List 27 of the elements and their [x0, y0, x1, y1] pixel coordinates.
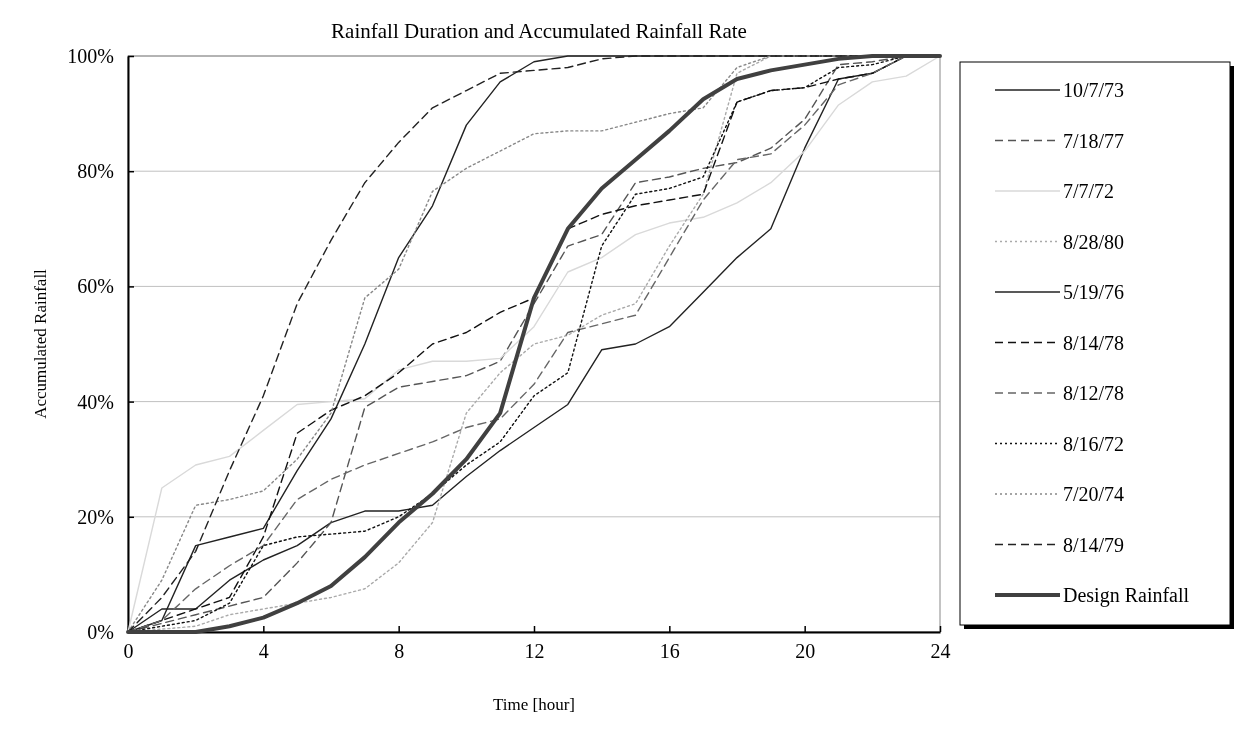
y-axis-title: Accumulated Rainfall — [31, 268, 50, 419]
x-tick-label: 24 — [930, 640, 951, 663]
y-tick-label: 20% — [77, 505, 114, 528]
legend-label: Design Rainfall — [1063, 584, 1190, 607]
x-tick-label: 12 — [524, 640, 545, 663]
legend-label: 8/14/78 — [1063, 331, 1125, 354]
y-tick-label: 60% — [77, 275, 114, 298]
legend-label: 8/28/80 — [1063, 230, 1125, 253]
x-tick-label: 4 — [258, 640, 269, 663]
legend-label: 7/20/74 — [1063, 483, 1125, 505]
x-tick-label: 0 — [123, 640, 134, 663]
legend-label: 8/14/79 — [1063, 533, 1125, 556]
y-tick-label: 80% — [77, 160, 114, 183]
x-tick-label: 16 — [659, 640, 680, 663]
legend-label: 8/12/78 — [1063, 382, 1125, 404]
legend-label: 7/18/77 — [1063, 129, 1125, 152]
legend-label: 5/19/76 — [1063, 281, 1125, 303]
x-tick-label: 20 — [795, 640, 816, 663]
x-tick-label: 8 — [394, 640, 405, 663]
y-tick-label: 0% — [87, 620, 114, 643]
chart-title: Rainfall Duration and Accumulated Rainfall Rate — [331, 19, 747, 43]
legend-label: 10/7/73 — [1063, 79, 1125, 101]
legend-label: 7/7/72 — [1063, 180, 1115, 202]
legend-label: 8/16/72 — [1063, 432, 1125, 455]
y-tick-label: 40% — [77, 390, 114, 413]
y-tick-label: 100% — [67, 44, 114, 67]
x-axis-title: Time [hour] — [492, 695, 576, 714]
